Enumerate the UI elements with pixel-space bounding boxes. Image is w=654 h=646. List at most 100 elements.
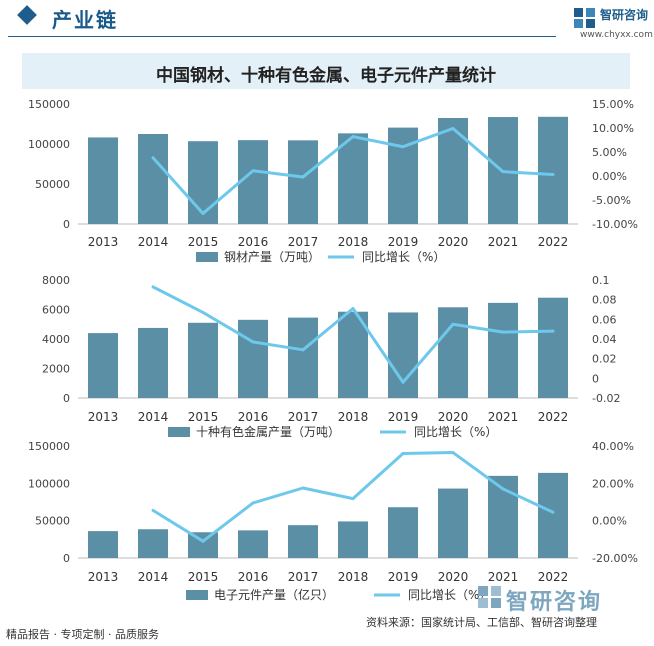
x-tick-label: 2020 [438, 570, 469, 584]
x-tick-label: 2022 [538, 235, 569, 249]
bar [538, 116, 568, 224]
growth-point [301, 175, 305, 179]
x-tick-label: 2019 [388, 235, 419, 249]
legend-bar-label: 电子元件产量（亿只） [214, 587, 334, 602]
bar [238, 319, 268, 398]
growth-point [501, 170, 505, 174]
y-left-tick-label: 100000 [28, 477, 70, 490]
bar [338, 133, 368, 224]
growth-point [151, 508, 155, 512]
x-tick-label: 2016 [238, 410, 269, 424]
growth-point [251, 169, 255, 173]
bar [188, 141, 218, 224]
x-tick-label: 2018 [338, 410, 369, 424]
x-tick-label: 2013 [88, 410, 119, 424]
growth-point [451, 322, 455, 326]
x-tick-label: 2020 [438, 410, 469, 424]
header-divider [8, 36, 556, 37]
legend-line-label: 同比增长（%） [362, 250, 445, 264]
data-source: 资料来源：国家统计局、工信部、智研咨询整理 [366, 616, 597, 629]
growth-point [301, 348, 305, 352]
brand-url: www.chyxx.com [580, 30, 653, 40]
bar [388, 312, 418, 398]
y-right-tick-label: 0.1 [592, 274, 610, 287]
bar [138, 327, 168, 398]
y-right-tick-label: 0.00% [592, 170, 627, 183]
bar [88, 531, 118, 558]
legend-line-label: 同比增长（%） [414, 425, 497, 439]
brand-watermark-icon [478, 586, 501, 608]
chart-title: 中国钢材、十种有色金属、电子元件产量统计 [156, 66, 496, 86]
growth-point [251, 501, 255, 505]
x-tick-label: 2015 [188, 410, 219, 424]
x-tick-label: 2018 [338, 235, 369, 249]
x-tick-label: 2013 [88, 570, 119, 584]
bar [288, 525, 318, 558]
growth-point [501, 330, 505, 334]
y-left-tick-label: 0 [63, 392, 70, 405]
x-tick-label: 2015 [188, 235, 219, 249]
x-tick-label: 2020 [438, 235, 469, 249]
y-right-tick-label: 15.00% [592, 98, 634, 111]
bar [388, 507, 418, 558]
growth-point [151, 285, 155, 289]
growth-point [301, 486, 305, 490]
bar [538, 297, 568, 398]
x-tick-label: 2022 [538, 570, 569, 584]
growth-point [151, 156, 155, 160]
y-right-tick-label: -5.00% [592, 194, 631, 207]
growth-point [201, 539, 205, 543]
growth-point [351, 307, 355, 311]
x-tick-label: 2019 [388, 570, 419, 584]
y-right-tick-label: -0.02 [592, 392, 620, 405]
bar [338, 311, 368, 398]
chart-title-bar: 中国钢材、十种有色金属、电子元件产量统计 [22, 53, 630, 89]
footer-slogan: 精品报告 · 专项定制 · 品质服务 [6, 628, 159, 641]
brand-logo-icon [574, 8, 595, 28]
x-tick-label: 2017 [288, 410, 319, 424]
brand-name: 智研咨询 [600, 8, 649, 22]
x-tick-label: 2016 [238, 235, 269, 249]
y-left-tick-label: 0 [63, 218, 70, 231]
growth-point [401, 145, 405, 149]
bar [188, 322, 218, 398]
y-right-tick-label: 0.04 [592, 333, 617, 346]
y-left-tick-label: 2000 [42, 363, 70, 376]
y-left-tick-label: 50000 [35, 178, 70, 191]
y-right-tick-label: 0 [592, 372, 599, 385]
x-tick-label: 2014 [138, 235, 169, 249]
growth-point [501, 487, 505, 491]
growth-point [201, 310, 205, 314]
bar [88, 333, 118, 398]
x-tick-label: 2022 [538, 410, 569, 424]
y-right-tick-label: 0.00% [592, 515, 627, 528]
legend-bar-swatch [186, 590, 208, 600]
y-left-tick-label: 4000 [42, 333, 70, 346]
x-tick-label: 2021 [488, 235, 519, 249]
bar [488, 302, 518, 398]
legend-bar-swatch [196, 252, 218, 262]
x-tick-label: 2021 [488, 570, 519, 584]
legend-bar-label: 钢材产量（万吨） [224, 250, 320, 264]
bar [138, 529, 168, 558]
bar [288, 317, 318, 398]
growth-point [351, 135, 355, 139]
x-tick-label: 2014 [138, 570, 169, 584]
growth-point [401, 451, 405, 455]
growth-point [401, 380, 405, 384]
y-right-tick-label: -20.00% [592, 552, 638, 565]
bar [238, 140, 268, 224]
bar [288, 140, 318, 224]
y-left-tick-label: 50000 [35, 515, 70, 528]
legend-bar-swatch [168, 427, 190, 437]
x-tick-label: 2015 [188, 570, 219, 584]
bar [138, 134, 168, 224]
x-tick-label: 2013 [88, 235, 119, 249]
y-left-tick-label: 150000 [28, 98, 70, 111]
growth-point [251, 340, 255, 344]
y-left-tick-label: 0 [63, 552, 70, 565]
bar [438, 307, 468, 398]
growth-point [551, 173, 555, 177]
bar [538, 472, 568, 558]
